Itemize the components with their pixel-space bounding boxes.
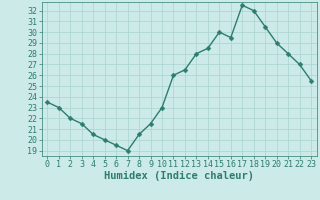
X-axis label: Humidex (Indice chaleur): Humidex (Indice chaleur) xyxy=(104,171,254,181)
